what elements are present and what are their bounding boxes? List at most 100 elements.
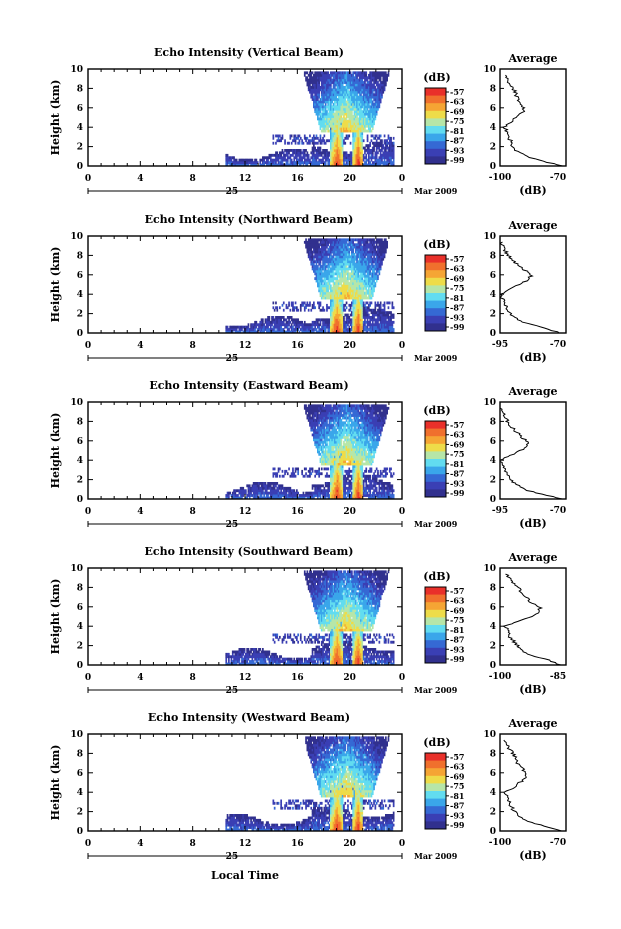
heatmap-cell <box>335 325 338 329</box>
heatmap-cell <box>356 243 358 247</box>
heatmap-cell <box>331 265 334 268</box>
heatmap-cell <box>330 90 332 94</box>
heatmap-cell <box>336 107 339 111</box>
heatmap-cell <box>366 301 369 305</box>
heatmap-cell <box>356 71 358 75</box>
heatmap-cell <box>280 494 283 497</box>
heatmap-cell <box>340 112 343 116</box>
heatmap-cell <box>339 127 341 131</box>
heatmap-cell <box>328 124 331 128</box>
heatmap-cell <box>378 134 381 138</box>
heatmap-cell <box>286 141 289 145</box>
heatmap-cell <box>354 81 357 84</box>
heatmap-cell <box>301 330 304 334</box>
average-y-tick-label: 6 <box>490 271 496 281</box>
heatmap-cell <box>334 265 336 268</box>
heatmap-cell <box>336 117 339 121</box>
heatmap-cell <box>361 279 364 283</box>
heatmap-cell <box>351 163 353 167</box>
heatmap-cell <box>349 282 352 285</box>
heatmap-cell <box>360 129 362 133</box>
heatmap-cell <box>351 262 353 266</box>
heatmap-cell <box>311 250 314 254</box>
heatmap-cell <box>313 76 315 80</box>
heatmap-cell <box>383 320 386 324</box>
heatmap-cell <box>364 325 366 329</box>
heatmap-cell <box>378 158 381 162</box>
heatmap-cell <box>317 277 319 281</box>
heatmap-cell <box>362 274 365 278</box>
heatmap-cell <box>348 255 351 259</box>
heatmap-cell <box>255 161 258 165</box>
heatmap-cell <box>369 105 372 109</box>
heatmap-cell <box>353 303 356 307</box>
heatmap-cell <box>383 78 386 82</box>
heatmap-cell <box>365 161 368 165</box>
heatmap-cell <box>371 253 374 256</box>
heatmap-cell <box>390 318 392 322</box>
heatmap-cell <box>317 71 319 75</box>
heatmap-cell <box>306 71 309 75</box>
heatmap-cell <box>368 257 370 261</box>
heatmap-cell <box>330 88 332 92</box>
heatmap-cell <box>336 93 339 97</box>
heatmap-cell <box>358 260 361 264</box>
colorbar-tick-label: -69 <box>450 106 465 116</box>
heatmap-cell <box>272 496 275 500</box>
heatmap-cell <box>328 306 331 310</box>
heatmap-cell <box>348 325 351 329</box>
heatmap-cell <box>315 102 318 106</box>
heatmap-cell <box>313 265 315 268</box>
heatmap-cell <box>348 289 351 293</box>
heatmap-cell <box>292 328 294 331</box>
heatmap-cell <box>258 486 260 490</box>
heatmap-cell <box>360 90 362 94</box>
heatmap-cell <box>319 71 322 75</box>
heatmap-cell <box>364 88 366 92</box>
heatmap-cell <box>306 323 309 327</box>
heatmap-cell <box>344 78 347 82</box>
heatmap-cell <box>331 132 334 135</box>
heatmap-cell <box>332 122 335 126</box>
heatmap-cell <box>369 308 372 312</box>
heatmap-cell <box>370 316 373 319</box>
heatmap-cell <box>386 330 389 334</box>
heatmap-cell <box>365 124 368 128</box>
heatmap-cell <box>377 277 379 281</box>
heatmap-cell <box>348 272 351 276</box>
heatmap-cell <box>262 320 264 324</box>
heatmap-cell <box>370 151 373 155</box>
heatmap-cell <box>319 78 322 82</box>
heatmap-cell <box>356 272 358 276</box>
heatmap-cell <box>334 102 336 106</box>
heatmap-cell <box>282 486 285 490</box>
heatmap-cell <box>343 282 345 285</box>
heatmap-cell <box>334 71 336 75</box>
heatmap-cell <box>322 308 324 312</box>
heatmap-cell <box>368 269 370 273</box>
heatmap-cell <box>361 78 364 82</box>
heatmap-cell <box>349 81 352 84</box>
heatmap-cell <box>294 330 297 334</box>
heatmap-cell <box>351 274 353 278</box>
heatmap-cell <box>302 323 305 327</box>
heatmap-cell <box>381 313 383 317</box>
heatmap-cell <box>337 318 340 322</box>
heatmap-cell <box>356 318 358 322</box>
heatmap-cell <box>337 76 340 80</box>
heatmap-cell <box>385 313 387 317</box>
heatmap-cell <box>310 253 313 256</box>
heatmap-cell <box>337 95 340 99</box>
heatmap-cell <box>371 134 374 138</box>
heatmap-cell <box>383 306 386 310</box>
heatmap-cell <box>360 311 362 315</box>
heatmap-cell <box>337 306 340 310</box>
heatmap-cell <box>381 238 383 242</box>
heatmap-cell <box>324 86 327 89</box>
heatmap-cell <box>347 95 349 99</box>
heatmap-cell <box>373 284 375 288</box>
heatmap-cell <box>331 139 334 143</box>
heatmap-cell <box>381 149 383 152</box>
heatmap-cell <box>368 306 370 310</box>
heatmap-cell <box>361 110 364 114</box>
